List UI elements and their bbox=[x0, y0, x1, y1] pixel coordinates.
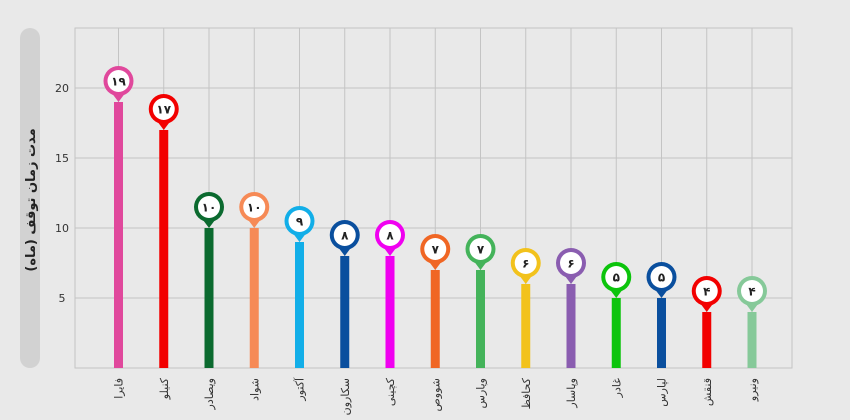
bar bbox=[521, 284, 531, 368]
data-label: ۴ bbox=[748, 285, 755, 299]
x-tick-label: شواد bbox=[248, 378, 261, 401]
value-marker-inner bbox=[469, 238, 492, 260]
value-marker-inner bbox=[152, 98, 175, 120]
marker-pointer bbox=[655, 290, 668, 298]
bar bbox=[340, 256, 350, 368]
marker-pointer bbox=[157, 122, 170, 130]
marker-pointer bbox=[384, 248, 396, 256]
data-label: ۵ bbox=[613, 271, 620, 285]
marker-pointer bbox=[519, 276, 532, 284]
value-marker-inner bbox=[198, 196, 220, 218]
bar bbox=[476, 270, 485, 368]
marker-pointer bbox=[474, 262, 487, 270]
x-tick-label: ویصادر bbox=[203, 378, 216, 410]
data-label: ۶ bbox=[567, 257, 574, 271]
x-tick-label: آکتور bbox=[293, 377, 307, 402]
data-label: ۶ bbox=[522, 257, 529, 271]
x-tick-label: غادر bbox=[610, 378, 623, 399]
data-label: ۴ bbox=[703, 285, 710, 299]
bar bbox=[611, 298, 621, 368]
marker-pointer bbox=[700, 304, 713, 312]
y-axis-label: مدت زمان توقف (ماه) bbox=[24, 128, 39, 271]
bar bbox=[747, 312, 757, 368]
x-tick-label: فایرا bbox=[113, 378, 126, 399]
x-tick-label: قنقش bbox=[701, 378, 714, 406]
value-marker-inner bbox=[288, 210, 311, 232]
bar bbox=[159, 130, 169, 368]
x-ticks: فایرا کنیلو ویصادر شواد آکتور سکارون کچینی شووص… bbox=[113, 377, 760, 415]
value-marker-inner bbox=[605, 266, 628, 288]
y-ticks: 5 10 15 20 bbox=[55, 82, 69, 305]
marker-pointer bbox=[112, 94, 125, 102]
bar bbox=[702, 312, 712, 368]
data-label: ۱۰ bbox=[247, 201, 262, 215]
marker-pointer bbox=[248, 220, 261, 228]
data-label: ۸ bbox=[341, 229, 349, 243]
value-marker-inner bbox=[107, 70, 130, 92]
marker-pointer bbox=[746, 304, 758, 312]
bar bbox=[657, 298, 666, 368]
x-tick-label: کحافظ bbox=[520, 377, 533, 409]
ylabel-pill bbox=[20, 28, 40, 368]
value-marker-inner bbox=[741, 280, 763, 302]
x-tick-label: کنیلو bbox=[158, 377, 171, 400]
data-label: ۷ bbox=[432, 243, 440, 257]
value-marker-inner bbox=[560, 252, 582, 274]
x-tick-label: سکارون bbox=[339, 378, 352, 415]
x-tick-label: وپارس bbox=[475, 378, 488, 408]
y-tick-label: 10 bbox=[55, 222, 69, 235]
bar bbox=[385, 256, 395, 368]
marker-pointer bbox=[565, 276, 577, 284]
marker-pointer bbox=[429, 262, 442, 270]
x-tick-label: ونیرو bbox=[746, 378, 759, 402]
bar bbox=[114, 102, 123, 368]
bar bbox=[430, 270, 440, 368]
value-marker-inner bbox=[650, 266, 673, 288]
bar bbox=[249, 228, 259, 368]
bar bbox=[295, 242, 304, 368]
value-marker-inner bbox=[695, 280, 718, 302]
marker-pointer bbox=[203, 220, 215, 228]
x-tick-label: کچینی bbox=[384, 377, 397, 406]
marker-pointer bbox=[338, 248, 351, 256]
value-marker-inner bbox=[424, 238, 447, 260]
value-marker-inner bbox=[379, 224, 401, 246]
y-tick-label: 15 bbox=[55, 152, 69, 165]
data-label: ۱۷ bbox=[156, 103, 171, 117]
value-marker-inner bbox=[514, 252, 537, 274]
data-label: ۵ bbox=[658, 271, 665, 285]
y-tick-label: 5 bbox=[59, 292, 66, 305]
value-marker-inner bbox=[243, 196, 266, 218]
marker-pointer bbox=[610, 290, 623, 298]
bar bbox=[566, 284, 576, 368]
bars: ۱۹ ۱۷ ۱۰ ۱۰ ۹ ۸ ۸ ۷ ۷ ۶ ۶ ۵ ۵ ۴ ۴ bbox=[103, 66, 767, 368]
marker-pointer bbox=[293, 234, 306, 242]
data-label: ۱۰ bbox=[202, 201, 217, 215]
x-tick-label: شووص bbox=[429, 378, 442, 412]
value-marker-inner bbox=[333, 224, 356, 246]
data-label: ۷ bbox=[477, 243, 485, 257]
data-label: ۸ bbox=[386, 229, 394, 243]
data-label: ۹ bbox=[296, 215, 304, 229]
x-tick-label: لپارس bbox=[656, 378, 669, 407]
y-tick-label: 20 bbox=[55, 82, 69, 95]
data-label: ۱۹ bbox=[111, 75, 126, 89]
x-tick-label: وپاسار bbox=[565, 378, 578, 409]
bar bbox=[204, 228, 214, 368]
